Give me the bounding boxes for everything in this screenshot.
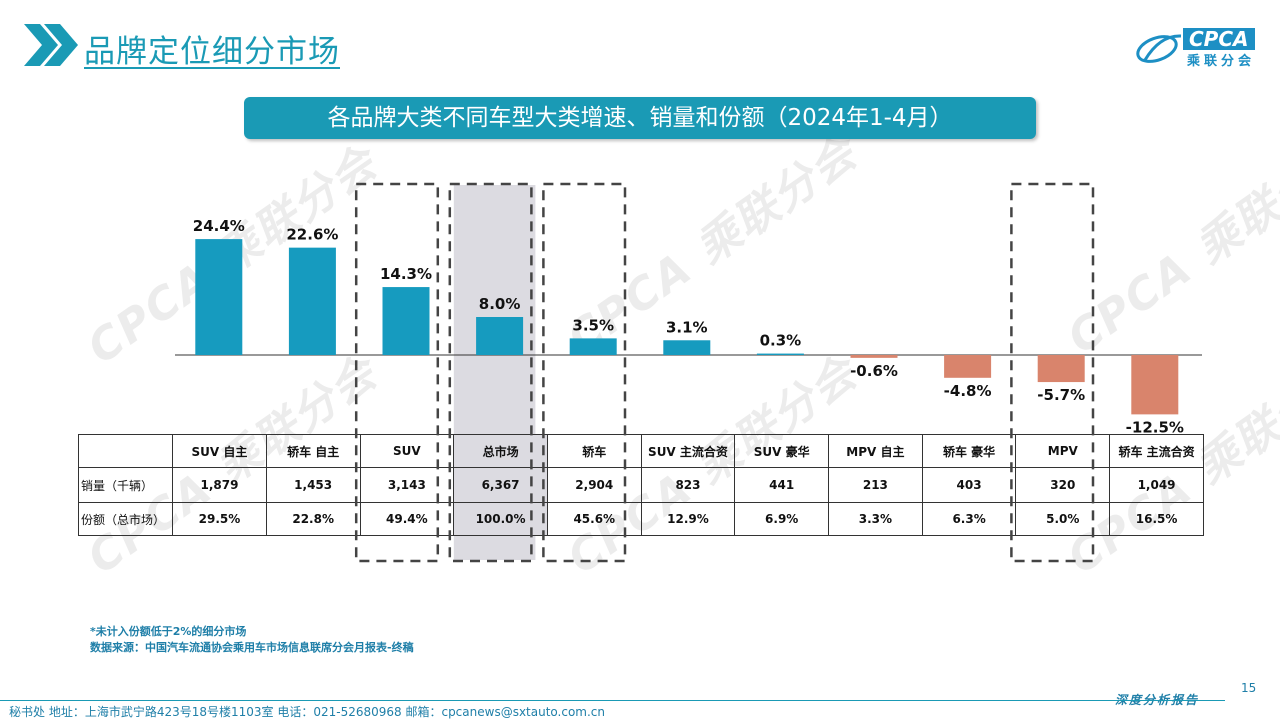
table-cell-share: 6.3% xyxy=(921,502,1017,536)
table-cell-share: 6.9% xyxy=(734,502,830,536)
bar-value-label: -5.7% xyxy=(1037,386,1085,404)
table-header-row: SUV 自主 轿车 自主 SUV 总市场 轿车 SUV 主流合资 SUV 豪华 MPV 自主轿… xyxy=(77,434,1204,468)
table-row-share: 份额（总市场） 29.5% 22.8% 49.4% 100.0% 45.6% 12.9% 6.… xyxy=(77,502,1204,536)
table-cell-share: 12.9% xyxy=(640,502,736,536)
table-header-cell: 轿车 xyxy=(546,434,642,468)
table-cell-sales: 1,049 xyxy=(1109,467,1204,503)
table-row-sales: 销量（千辆） 1,879 1,453 3,143 6,367 2,904 823 441 213… xyxy=(77,467,1204,503)
bar-value-label: -0.6% xyxy=(850,362,898,380)
table-header-cell: 轿车 主流合资 xyxy=(1109,434,1204,468)
table-cell-sales: 213 xyxy=(828,467,923,503)
table-cell-sales: 6,367 xyxy=(453,467,548,503)
cpca-logo: CPCA 乘联分会 xyxy=(1135,28,1256,69)
table-header-cell: SUV 自主 xyxy=(172,434,267,468)
footer-divider xyxy=(0,700,1225,701)
logo-swoosh-icon xyxy=(1136,34,1182,63)
bar xyxy=(476,317,524,355)
bar-value-label: 24.4% xyxy=(193,217,245,235)
table-cell-share: 22.8% xyxy=(265,502,361,536)
bar xyxy=(195,239,243,355)
footnote-line-1: *未计入份额低于2%的细分市场 xyxy=(90,625,247,638)
table-header-cell: SUV 主流合资 xyxy=(640,434,736,468)
table-cell-share: 16.5% xyxy=(1109,502,1204,536)
bar-value-label: 8.0% xyxy=(479,295,521,313)
table-cell-sales: 441 xyxy=(734,467,830,503)
row-label-share: 份额（总市场） xyxy=(77,502,174,536)
table-cell-sales: 2,904 xyxy=(546,467,642,503)
table-header-cell: SUV xyxy=(359,434,455,468)
bar xyxy=(288,247,336,355)
footer-contact: 秘书处 地址：上海市武宁路423号18号楼1103室 电话：021-526809… xyxy=(9,705,606,719)
bar xyxy=(944,355,992,378)
bar xyxy=(569,338,617,355)
table-cell-sales: 1,879 xyxy=(172,467,267,503)
table-cell-sales: 403 xyxy=(921,467,1017,503)
bar xyxy=(382,287,430,355)
bar-value-label: 0.3% xyxy=(760,332,802,350)
row-label-sales: 销量（千辆） xyxy=(77,467,174,503)
title-arrow-icon xyxy=(24,24,78,66)
table-cell-sales: 823 xyxy=(640,467,736,503)
bar xyxy=(663,340,711,355)
bar xyxy=(1131,355,1179,415)
table-cell-share: 3.3% xyxy=(828,502,923,536)
bar xyxy=(850,355,898,358)
chart-title: 各品牌大类不同车型大类增速、销量和份额（2024年1-4月） xyxy=(244,97,1036,139)
bar-value-label: -4.8% xyxy=(944,382,992,400)
bar-value-label: -12.5% xyxy=(1126,418,1184,436)
logo-text: CPCA xyxy=(1183,28,1255,50)
table-header-cell: SUV 豪华 xyxy=(734,434,830,468)
table-header-cell: MPV 自主 xyxy=(828,434,923,468)
table-header-cell: MPV xyxy=(1015,434,1111,468)
bar-value-label: 3.5% xyxy=(572,316,614,334)
table-cell-share: 100.0% xyxy=(453,502,548,536)
table-cell-share: 5.0% xyxy=(1015,502,1111,536)
footnote-source: 数据来源：中国汽车流通协会乘用车市场信息联席分会月报表-终稿 xyxy=(90,641,414,654)
footnote: *未计入份额低于2%的细分市场 数据来源：中国汽车流通协会乘用车市场信息联席分会… xyxy=(90,624,414,656)
bar-value-label: 22.6% xyxy=(286,226,338,244)
bar-value-label: 3.1% xyxy=(666,318,708,336)
logo-subtitle: 乘联分会 xyxy=(1187,54,1256,69)
table-cell-share: 49.4% xyxy=(359,502,455,536)
table-header-cell: 轿车 自主 xyxy=(265,434,361,468)
table-cell-sales: 3,143 xyxy=(359,467,455,503)
table-cell-share: 45.6% xyxy=(546,502,642,536)
table-cell-sales: 1,453 xyxy=(265,467,361,503)
bar xyxy=(756,353,804,355)
table-header-cell: 轿车 豪华 xyxy=(921,434,1017,468)
table-corner-cell xyxy=(77,434,174,468)
table-cell-share: 29.5% xyxy=(172,502,267,536)
page-title: 品牌定位细分市场 xyxy=(84,34,340,70)
table-cell-sales: 320 xyxy=(1015,467,1111,503)
page-number: 15 xyxy=(1241,681,1257,695)
table-header-cell: 总市场 xyxy=(453,434,548,468)
bar xyxy=(1037,355,1085,383)
bar-value-label: 14.3% xyxy=(380,265,432,283)
data-table: SUV 自主 轿车 自主 SUV 总市场 轿车 SUV 主流合资 SUV 豪华 MPV 自主轿… xyxy=(77,434,1204,536)
